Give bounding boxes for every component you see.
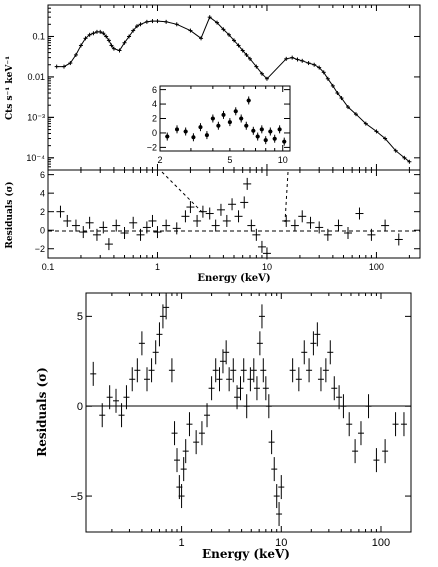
top-residual-xlabel: Energy (keV) — [197, 273, 270, 284]
y-tick-label: 10⁻⁴ — [26, 153, 45, 163]
bottom-residual-ylabel: Residuals (σ) — [35, 367, 49, 457]
top-residual-ylabel: Residuals (σ) — [4, 181, 15, 248]
y-tick-label: 2 — [152, 114, 157, 124]
inset-axis: 2 5 10 −2 0 2 4 6 — [147, 85, 290, 165]
data-point — [246, 98, 251, 103]
y-tick-label: 6 — [152, 85, 157, 95]
x-tick-label: 5 — [227, 155, 232, 165]
inset-connector-right — [284, 171, 289, 223]
y-tick-label: 4 — [40, 188, 45, 198]
bottom-residual-axis: 1 10 100 −5 0 5 — [70, 293, 412, 549]
data-point — [165, 134, 170, 139]
y-tick-label: 0.1 — [32, 32, 45, 42]
bottom-residual-data — [90, 295, 407, 527]
data-point — [210, 116, 215, 121]
y-tick-label: −2 — [35, 244, 45, 254]
data-point — [255, 134, 260, 139]
data-point — [198, 125, 203, 130]
inset-frame — [159, 85, 291, 152]
top-residual-data — [56, 177, 403, 260]
data-point — [268, 129, 273, 134]
data-point — [216, 123, 221, 128]
y-tick-label: 10⁻³ — [27, 113, 45, 123]
x-tick-label: 2 — [157, 155, 162, 165]
inset-panel: 2 5 10 −2 0 2 4 6 — [147, 85, 291, 165]
y-tick-label: 6 — [40, 170, 45, 180]
y-tick-label: 0 — [77, 401, 83, 413]
data-point — [239, 116, 244, 121]
y-tick-label: 4 — [152, 99, 157, 109]
y-tick-label: 0 — [40, 225, 45, 235]
top-residual-axis: 0.1 1 10 100 −2 0 2 4 6 — [35, 170, 420, 272]
data-point — [277, 127, 282, 132]
data-point — [251, 128, 256, 133]
y-tick-label: 0 — [152, 128, 157, 138]
y-tick-label: 0.01 — [27, 72, 45, 82]
data-point — [263, 138, 268, 143]
data-point — [175, 127, 180, 132]
x-tick-label: 0.1 — [42, 262, 55, 272]
x-tick-label: 10 — [275, 537, 287, 549]
x-tick-label: 1 — [179, 537, 185, 549]
y-tick-label: −2 — [147, 143, 157, 153]
inset-connector-left — [161, 171, 205, 215]
data-point — [183, 129, 188, 134]
top-residual-frame — [47, 169, 421, 259]
data-point — [191, 135, 196, 140]
data-point — [259, 127, 264, 132]
top-residual-panel: 0.1 1 10 100 −2 0 2 4 6 Residuals (σ) Energy (ke… — [4, 169, 421, 284]
data-point — [204, 133, 209, 138]
model-line — [56, 16, 410, 163]
bottom-residual-frame — [85, 292, 412, 533]
top-spectrum-axis: 0.1 0.01 10⁻³ 10⁻⁴ — [26, 5, 420, 171]
data-point — [227, 120, 232, 125]
x-tick-label: 1 — [155, 262, 160, 272]
top-spectrum-ylabel: Cts s⁻¹ keV⁻¹ — [5, 56, 15, 120]
inset-data — [165, 96, 287, 146]
data-point — [233, 109, 238, 114]
y-tick-label: 2 — [40, 207, 45, 217]
y-tick-label: 5 — [77, 311, 83, 323]
bottom-residual-panel: 1 10 100 −5 0 5 Residuals (σ) Energy (keV) — [35, 292, 412, 561]
x-tick-label: 100 — [372, 537, 390, 549]
data-point — [221, 112, 226, 117]
data-point — [244, 123, 249, 128]
bottom-residual-xlabel: Energy (keV) — [202, 547, 290, 561]
x-tick-label: 10 — [262, 262, 272, 272]
top-spectrum-data — [54, 15, 412, 164]
data-point — [272, 136, 277, 141]
x-tick-label: 100 — [369, 262, 384, 272]
y-tick-label: −5 — [70, 491, 83, 503]
data-point — [282, 139, 287, 144]
x-tick-label: 10 — [278, 155, 288, 165]
